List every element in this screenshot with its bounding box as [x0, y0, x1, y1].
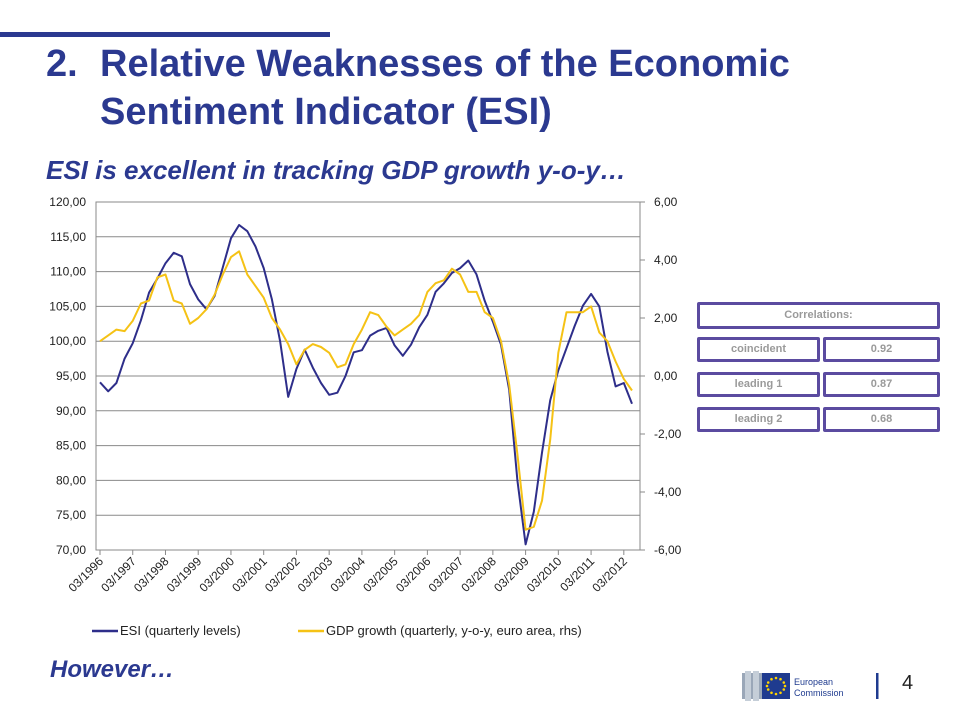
footer-text: However…	[50, 656, 175, 683]
correlation-value-box: 0.87	[823, 372, 940, 397]
legend-label: ESI (quarterly levels)	[120, 623, 241, 638]
x-tick-label: 03/2001	[229, 554, 270, 595]
x-tick-label: 03/1998	[131, 554, 172, 595]
y-right-tick-label: -6,00	[654, 543, 682, 557]
x-tick-label: 03/2003	[295, 554, 336, 595]
european-commission-logo: European Commission	[742, 671, 879, 701]
correlations-header: Correlations:	[697, 302, 940, 329]
y-left-tick-label: 80,00	[56, 473, 86, 487]
x-tick-label: 03/2009	[491, 554, 532, 595]
correlation-label: coincident	[730, 343, 786, 355]
y-right-tick-label: -2,00	[654, 427, 682, 441]
page-number: 4	[902, 672, 914, 694]
esi-gdp-chart: 70,00 75,00 80,00 85,00 90,00 95,00 100,00 105,…	[49, 195, 682, 638]
legend-label: GDP growth (quarterly, y-o-y, euro area,…	[326, 623, 582, 638]
x-tick-label: 03/2012	[589, 554, 630, 595]
correlation-value: 0.92	[870, 343, 893, 355]
x-tick-label: 03/2007	[426, 554, 467, 595]
logo-text-line-2: Commission	[794, 688, 844, 698]
y-left-tick-label: 90,00	[56, 404, 86, 418]
x-tick-label: 03/2010	[524, 554, 565, 595]
y-right-tick-label: 6,00	[654, 195, 678, 209]
logo-text-line-1: European	[794, 677, 833, 687]
y-right-tick-label: 2,00	[654, 311, 678, 325]
section-number: 2.	[46, 43, 78, 85]
correlation-value: 0.68	[870, 413, 893, 425]
y-left-tick-label: 75,00	[56, 508, 86, 522]
y-right-tick-label: 4,00	[654, 253, 678, 267]
x-tick-label: 03/1996	[66, 554, 107, 595]
esi-series-line	[99, 224, 633, 546]
correlation-label-box: leading 1	[697, 372, 820, 397]
y-right-tick-label: 0,00	[654, 369, 678, 383]
x-tick-label: 03/2000	[196, 554, 237, 595]
y-right-tick-label: -4,00	[654, 485, 682, 499]
correlation-label-box: leading 2	[697, 407, 820, 432]
x-tick-label: 03/2005	[360, 554, 401, 595]
y-left-tick-label: 120,00	[49, 195, 86, 209]
y-left-tick-label: 110,00	[50, 265, 86, 279]
title-text: Relative Weaknesses of the Economic Sent…	[100, 43, 790, 133]
correlation-label: leading 2	[734, 413, 783, 425]
slide-subtitle: ESI is excellent in tracking GDP growth …	[46, 155, 626, 185]
y-left-tick-label: 70,00	[56, 543, 86, 557]
title-accent-bar	[0, 32, 330, 37]
correlation-value-box: 0.68	[823, 407, 940, 432]
x-tick-label: 03/2004	[327, 554, 368, 595]
correlations-header-label: Correlations:	[784, 309, 853, 321]
x-tick-label: 03/2006	[393, 554, 434, 595]
y-left-tick-label: 85,00	[56, 439, 86, 453]
x-tick-label: 03/1997	[98, 554, 139, 595]
y-left-tick-label: 105,00	[49, 299, 86, 313]
x-tick-label: 03/1999	[164, 554, 205, 595]
correlation-value-box: 0.92	[823, 337, 940, 362]
correlation-label-box: coincident	[697, 337, 820, 362]
x-tick-label: 03/2008	[458, 554, 499, 595]
y-left-tick-label: 95,00	[56, 369, 86, 383]
y-left-tick-label: 100,00	[49, 334, 86, 348]
correlation-label: leading 1	[734, 378, 783, 390]
x-tick-label: 03/2002	[262, 554, 303, 595]
y-left-tick-label: 115,00	[50, 230, 86, 244]
gdp-series-line	[99, 250, 633, 531]
correlation-value: 0.87	[870, 378, 893, 390]
